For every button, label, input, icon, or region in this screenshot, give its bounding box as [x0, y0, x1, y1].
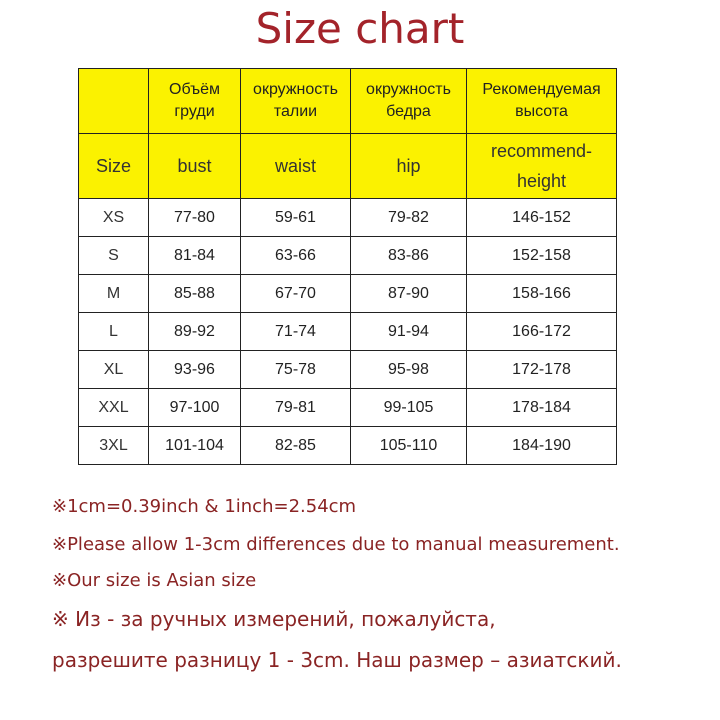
table-row: 3XL 101-104 82-85 105-110 184-190: [78, 426, 617, 465]
table-row: S 81-84 63-66 83-86 152-158: [78, 236, 617, 275]
table-row-cell: M: [78, 274, 149, 313]
header-row-ru-cell: Объём груди: [148, 68, 241, 134]
table-row-cell: 101-104: [148, 426, 241, 465]
table-row-cell: 79-82: [350, 198, 467, 237]
note-russian-2: разрешите разницу 1 - 3cm. Наш размер – …: [52, 648, 622, 672]
table-row-cell: XXL: [78, 388, 149, 427]
table-row-cell: 83-86: [350, 236, 467, 275]
table-row: XL 93-96 75-78 95-98 172-178: [78, 350, 617, 389]
table-row-cell: 97-100: [148, 388, 241, 427]
table-row-cell: 172-178: [466, 350, 617, 389]
table-row-cell: 152-158: [466, 236, 617, 275]
table-row-cell: 146-152: [466, 198, 617, 237]
table-row-cell: 105-110: [350, 426, 467, 465]
table-row-cell: 158-166: [466, 274, 617, 313]
table-row-cell: 81-84: [148, 236, 241, 275]
table-row-cell: 184-190: [466, 426, 617, 465]
header-row-ru-cell: окружность бедра: [350, 68, 467, 134]
table-row-cell: 82-85: [240, 426, 351, 465]
table-row: XS 77-80 59-61 79-82 146-152: [78, 198, 617, 237]
table-row-cell: 166-172: [466, 312, 617, 351]
table-row: L 89-92 71-74 91-94 166-172: [78, 312, 617, 351]
table-row-cell: 63-66: [240, 236, 351, 275]
header-row-en: Size bust waist hip recommend-height: [78, 133, 617, 199]
table-row-cell: 79-81: [240, 388, 351, 427]
header-row-ru-cell: [78, 68, 149, 134]
table-row-cell: XL: [78, 350, 149, 389]
table-row-cell: 89-92: [148, 312, 241, 351]
table-row-cell: 77-80: [148, 198, 241, 237]
table-row-cell: S: [78, 236, 149, 275]
header-row-ru-cell: окружность талии: [240, 68, 351, 134]
table-row-cell: 93-96: [148, 350, 241, 389]
table-row-cell: 71-74: [240, 312, 351, 351]
note-differences: ※Please allow 1-3cm differences due to m…: [52, 534, 620, 555]
table-row-cell: 67-70: [240, 274, 351, 313]
table-row-cell: XS: [78, 198, 149, 237]
note-russian-1: ※ Из - за ручных измерений, пожалуйста,: [52, 607, 496, 631]
table-row: XXL 97-100 79-81 99-105 178-184: [78, 388, 617, 427]
note-asian-size: ※Our size is Asian size: [52, 570, 257, 591]
table-row-cell: 85-88: [148, 274, 241, 313]
header-row-en-cell: hip: [350, 133, 467, 199]
header-row-en-cell: Size: [78, 133, 149, 199]
header-row-ru: Объём груди окружность талии окружность бе…: [78, 68, 617, 134]
header-row-en-cell: bust: [148, 133, 241, 199]
size-table: Объём груди окружность талии окружность бе…: [78, 68, 617, 465]
table-row-cell: 3XL: [78, 426, 149, 465]
note-conversion: ※1cm=0.39inch & 1inch=2.54cm: [52, 496, 357, 517]
table-row-cell: 99-105: [350, 388, 467, 427]
header-row-en-cell: recommend-height: [466, 133, 617, 199]
header-row-en-cell: waist: [240, 133, 351, 199]
table-row-cell: L: [78, 312, 149, 351]
table-row-cell: 95-98: [350, 350, 467, 389]
table-row-cell: 91-94: [350, 312, 467, 351]
table-row-cell: 87-90: [350, 274, 467, 313]
table-row-cell: 59-61: [240, 198, 351, 237]
table-row-cell: 75-78: [240, 350, 351, 389]
page-title: Size chart: [255, 4, 465, 53]
table-row: M 85-88 67-70 87-90 158-166: [78, 274, 617, 313]
header-row-ru-cell: Рекомендуемая высота: [466, 68, 617, 134]
table-row-cell: 178-184: [466, 388, 617, 427]
